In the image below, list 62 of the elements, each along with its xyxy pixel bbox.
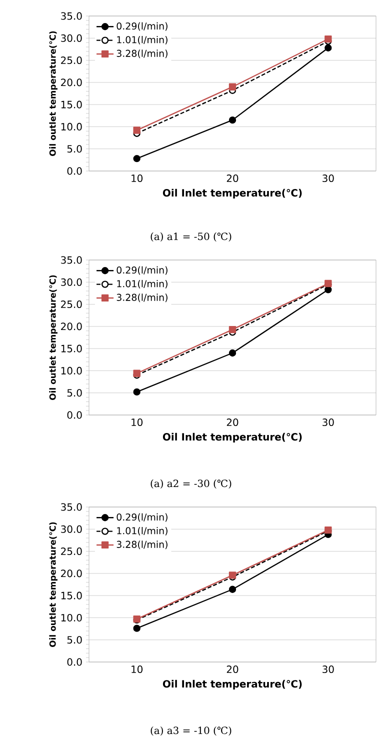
point xyxy=(324,35,332,43)
x-tick-label: 20 xyxy=(226,174,238,182)
point xyxy=(324,44,332,52)
y-tick-label: 25.0 xyxy=(61,56,82,64)
x-axis-title: Oil Inlet temperature(℃) xyxy=(162,680,302,690)
y-tick-label: 20.0 xyxy=(61,570,82,578)
legend-label: 0.29(l/min) xyxy=(116,22,168,31)
x-tick-label: 10 xyxy=(132,418,143,426)
point xyxy=(228,83,236,90)
point xyxy=(133,624,140,632)
x-axis-title: Oil Inlet temperature(℃) xyxy=(162,188,302,199)
x-tick-label: 30 xyxy=(322,418,334,426)
y-tick-label: 15.0 xyxy=(61,344,82,352)
y-tick-label: 5.0 xyxy=(67,389,82,397)
point xyxy=(228,116,236,124)
y-tick-label: 0.0 xyxy=(67,411,82,419)
text: (a) a3 = -10 (℃) xyxy=(150,726,232,736)
y-tick-label: 0.0 xyxy=(67,658,82,666)
y-tick-label: 30.0 xyxy=(61,34,82,42)
y-tick-label: 0.0 xyxy=(67,167,82,175)
y-tick-label: 25.0 xyxy=(61,300,82,308)
y-tick-label: 20.0 xyxy=(61,322,82,330)
x-tick-label: 20 xyxy=(226,418,238,426)
y-tick-label: 15.0 xyxy=(61,100,82,108)
y-tick-label: 10.0 xyxy=(61,614,82,622)
x-tick-label: 20 xyxy=(226,666,238,674)
legend-label: 3.28(l/min) xyxy=(116,50,168,58)
legend-label: 1.01(l/min) xyxy=(117,36,168,44)
legend-label: 0.29(l/min) xyxy=(116,513,168,522)
x-tick-label: 10 xyxy=(132,174,143,182)
x-tick-label: 10 xyxy=(132,666,143,674)
y-tick-label: 10.0 xyxy=(61,366,82,374)
y-axis-title: Oil outlet temperature(℃) xyxy=(49,522,58,647)
y-axis-title: Oil outlet temperature(℃) xyxy=(49,275,58,400)
x-tick-label: 30 xyxy=(322,666,334,674)
text: (a) a1 = -50 (℃) xyxy=(150,232,232,242)
point xyxy=(228,586,236,593)
y-tick-label: 25.0 xyxy=(61,548,82,556)
point xyxy=(133,388,140,396)
y-tick-label: 30.0 xyxy=(61,525,82,533)
point xyxy=(133,155,140,162)
x-axis-title: Oil Inlet temperature(℃) xyxy=(162,432,302,443)
point xyxy=(228,326,236,334)
y-tick-label: 30.0 xyxy=(61,278,82,286)
y-axis-title: Oil outlet temperature(℃) xyxy=(49,31,58,156)
y-tick-label: 5.0 xyxy=(67,145,82,153)
y-tick-label: 15.0 xyxy=(61,592,82,600)
y-tick-label: 35.0 xyxy=(61,503,82,511)
y-tick-label: 20.0 xyxy=(61,78,82,86)
legend-label: 3.28(l/min) xyxy=(116,540,168,550)
text: (a) a2 = -30 (℃) xyxy=(150,479,232,489)
legend-label: 0.29(l/min) xyxy=(116,266,168,275)
x-tick-label: 30 xyxy=(322,174,334,182)
y-tick-label: 35.0 xyxy=(61,12,82,20)
point xyxy=(228,349,236,357)
legend-label: 1.01(l/min) xyxy=(117,526,168,536)
point xyxy=(133,126,140,134)
y-tick-label: 35.0 xyxy=(61,256,82,264)
y-tick-label: 5.0 xyxy=(67,636,82,644)
legend-label: 3.28(l/min) xyxy=(116,294,168,302)
legend-label: 1.01(l/min) xyxy=(117,280,168,288)
y-tick-label: 10.0 xyxy=(61,122,82,130)
